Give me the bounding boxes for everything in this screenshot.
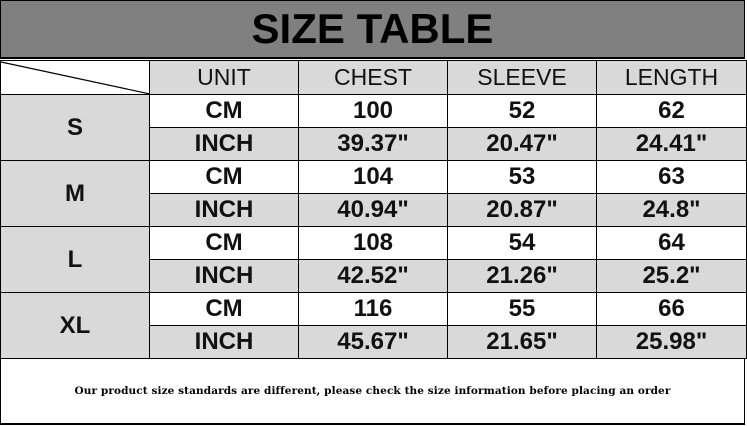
value-cell: 62	[596, 94, 747, 128]
value-cell: 54	[447, 226, 597, 260]
table-row: S CM 100 52 62	[0, 94, 747, 161]
value-cell: 116	[298, 292, 448, 326]
diagonal-line	[1, 61, 150, 95]
value-cell: 24.41"	[596, 127, 747, 161]
unit-cell: INCH	[149, 259, 299, 293]
unit-cell: INCH	[149, 193, 299, 227]
value-cell: 52	[447, 94, 597, 128]
size-label: M	[0, 160, 150, 227]
table-row: INCH 42.52" 21.26" 25.2"	[1, 259, 747, 293]
value-cell: 64	[596, 226, 747, 260]
header-sleeve: SLEEVE	[447, 60, 597, 95]
table-row: XL CM 116 55 66	[0, 292, 747, 359]
table-row: M CM 104 53 63	[0, 160, 747, 227]
unit-cell: CM	[149, 226, 299, 260]
value-cell: 21.65"	[447, 325, 597, 359]
unit-cell: CM	[149, 94, 299, 128]
unit-cell: CM	[149, 292, 299, 326]
corner-cell	[0, 60, 150, 95]
size-table: UNIT CHEST SLEEVE LENGTH S CM 100 52 62 INCH 3…	[0, 60, 747, 359]
value-cell: 25.98"	[596, 325, 747, 359]
value-cell: 63	[596, 160, 747, 194]
footer-note: Our product size standards are different…	[0, 358, 745, 425]
table-title: SIZE TABLE	[0, 0, 745, 59]
value-cell: 42.52"	[298, 259, 448, 293]
value-cell: 55	[447, 292, 597, 326]
value-cell: 20.47"	[447, 127, 597, 161]
table-row: L CM 108 54 64	[0, 226, 747, 293]
value-cell: 40.94"	[298, 193, 448, 227]
size-label: S	[0, 94, 150, 161]
header-unit: UNIT	[149, 60, 299, 95]
header-chest: CHEST	[298, 60, 448, 95]
size-label: L	[0, 226, 150, 293]
value-cell: 45.67"	[298, 325, 448, 359]
value-cell: 21.26"	[447, 259, 597, 293]
table-row: INCH 40.94" 20.87" 24.8"	[1, 193, 747, 227]
value-cell: 20.87"	[447, 193, 597, 227]
value-cell: 100	[298, 94, 448, 128]
value-cell: 39.37"	[298, 127, 448, 161]
table-row: INCH 39.37" 20.47" 24.41"	[1, 127, 747, 161]
value-cell: 104	[298, 160, 448, 194]
size-label: XL	[0, 292, 150, 359]
unit-cell: CM	[149, 160, 299, 194]
unit-cell: INCH	[149, 127, 299, 161]
unit-cell: INCH	[149, 325, 299, 359]
value-cell: 25.2"	[596, 259, 747, 293]
value-cell: 108	[298, 226, 448, 260]
value-cell: 66	[596, 292, 747, 326]
value-cell: 24.8"	[596, 193, 747, 227]
header-length: LENGTH	[596, 60, 747, 95]
value-cell: 53	[447, 160, 597, 194]
header-row: UNIT CHEST SLEEVE LENGTH	[0, 60, 747, 95]
